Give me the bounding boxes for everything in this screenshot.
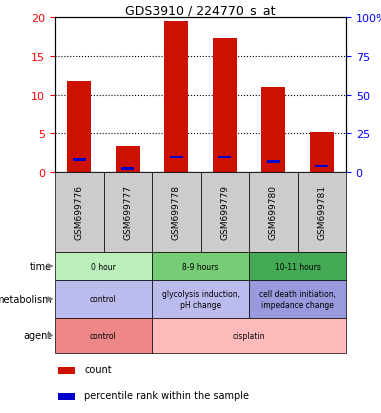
Text: percentile rank within the sample: percentile rank within the sample	[84, 390, 249, 400]
Text: metabolism: metabolism	[0, 294, 52, 304]
Text: 8-9 hours: 8-9 hours	[182, 262, 219, 271]
Bar	[261, 88, 285, 173]
Text: control: control	[90, 331, 117, 340]
Bar	[55, 252, 152, 280]
Text: GSM699776: GSM699776	[75, 185, 84, 240]
Bar	[152, 280, 249, 318]
Bar	[55, 280, 152, 318]
Bar	[170, 156, 183, 159]
Bar	[58, 393, 75, 400]
Text: cisplatin: cisplatin	[233, 331, 265, 340]
Bar	[213, 39, 237, 173]
Bar	[152, 173, 200, 252]
Bar	[58, 368, 75, 374]
Bar	[121, 168, 134, 171]
Bar	[55, 173, 104, 252]
Bar	[164, 22, 188, 173]
Bar	[249, 280, 346, 318]
Text: GSM699781: GSM699781	[317, 185, 326, 240]
Text: glycolysis induction,
pH change: glycolysis induction, pH change	[162, 290, 240, 309]
Text: GSM699777: GSM699777	[123, 185, 132, 240]
Text: cell death initiation,
impedance change: cell death initiation, impedance change	[259, 290, 336, 309]
Bar	[115, 147, 140, 173]
Bar	[200, 173, 249, 252]
Text: agent: agent	[24, 331, 52, 341]
Text: 0 hour: 0 hour	[91, 262, 116, 271]
Bar	[152, 318, 346, 353]
Bar	[218, 156, 231, 159]
Bar	[152, 252, 249, 280]
Text: GSM699780: GSM699780	[269, 185, 278, 240]
Text: time: time	[30, 261, 52, 271]
Title: GDS3910 / 224770_s_at: GDS3910 / 224770_s_at	[125, 4, 276, 17]
Text: 10-11 hours: 10-11 hours	[275, 262, 320, 271]
Bar	[267, 161, 280, 164]
Bar	[315, 165, 328, 168]
Bar	[249, 252, 346, 280]
Bar	[249, 173, 298, 252]
Bar	[67, 82, 91, 173]
Bar	[310, 133, 334, 173]
Text: GSM699779: GSM699779	[220, 185, 229, 240]
Text: GSM699778: GSM699778	[172, 185, 181, 240]
Bar	[298, 173, 346, 252]
Bar	[104, 173, 152, 252]
Bar	[55, 318, 152, 353]
Text: control: control	[90, 295, 117, 304]
Text: count: count	[84, 365, 112, 375]
Bar	[73, 159, 86, 161]
